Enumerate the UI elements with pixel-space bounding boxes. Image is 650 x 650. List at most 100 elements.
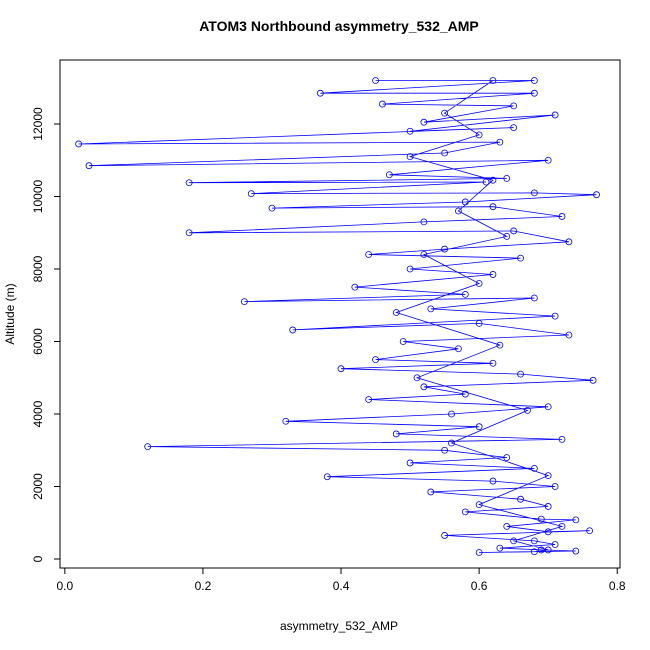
y-tick-label: 4000	[31, 400, 45, 427]
data-point	[475, 423, 483, 431]
data-point	[240, 298, 248, 306]
data-point	[489, 77, 497, 84]
data-point	[551, 111, 559, 119]
data-point	[185, 229, 193, 237]
data-point	[558, 522, 566, 530]
data-point	[544, 503, 552, 510]
data-point	[441, 446, 449, 454]
data-point	[489, 271, 497, 278]
data-point	[406, 459, 414, 467]
data-point	[144, 443, 152, 451]
x-tick-label: 0.8	[609, 579, 626, 593]
data-point	[268, 204, 276, 212]
data-point	[558, 213, 566, 220]
x-tick-label: 0.2	[195, 579, 212, 593]
y-axis-label: Altitude (m)	[3, 283, 17, 344]
y-tick-label: 2000	[31, 473, 45, 500]
data-point	[530, 294, 538, 302]
data-point	[517, 370, 524, 378]
data-point	[530, 537, 538, 545]
data-point	[551, 483, 559, 490]
data-point	[413, 374, 421, 382]
data-point	[75, 140, 83, 148]
data-point	[530, 77, 538, 84]
data-point	[323, 473, 331, 481]
data-point	[589, 376, 597, 384]
data-point	[517, 254, 524, 262]
data-point	[572, 516, 580, 524]
data-line	[78, 80, 597, 553]
data-point	[441, 149, 449, 157]
y-tick-label: 6000	[31, 328, 45, 355]
data-point	[586, 527, 594, 535]
data-point	[544, 156, 552, 164]
data-point	[372, 77, 379, 84]
data-point	[530, 548, 538, 556]
data-point	[392, 430, 400, 438]
data-point	[496, 544, 504, 552]
data-point	[558, 435, 566, 443]
data-point	[489, 176, 497, 184]
data-point	[441, 532, 449, 539]
data-point	[448, 439, 455, 447]
data-point	[496, 138, 504, 146]
data-point	[475, 501, 483, 509]
data-point	[537, 515, 545, 523]
data-point	[544, 528, 552, 536]
data-point	[289, 326, 297, 334]
data-point	[282, 417, 290, 425]
data-point	[551, 312, 559, 320]
data-point	[427, 488, 435, 496]
data-point	[503, 232, 511, 240]
data-point	[544, 546, 552, 554]
data-point	[475, 549, 483, 556]
data-point	[372, 356, 379, 364]
data-point	[489, 477, 497, 485]
data-point	[420, 251, 428, 258]
data-point	[517, 495, 524, 503]
x-tick-label: 0.4	[333, 579, 350, 593]
data-point	[482, 178, 490, 186]
data-point	[503, 522, 511, 530]
data-point	[406, 127, 414, 135]
data-point	[385, 171, 393, 179]
data-point	[316, 89, 324, 97]
data-point	[455, 345, 462, 353]
data-point	[247, 190, 255, 198]
data-point	[503, 174, 511, 182]
data-point	[392, 309, 400, 316]
data-point	[593, 191, 600, 199]
data-point	[475, 319, 483, 327]
data-point	[441, 109, 449, 117]
data-point	[427, 305, 435, 313]
data-point	[461, 508, 469, 516]
x-tick-label: 0.6	[471, 579, 488, 593]
data-point	[496, 341, 504, 349]
data-point	[475, 131, 483, 139]
data-point	[530, 464, 538, 472]
data-point	[544, 403, 552, 411]
data-point	[185, 179, 193, 187]
data-point	[572, 547, 580, 555]
data-point	[510, 227, 518, 235]
data-point	[510, 102, 518, 110]
data-point	[530, 189, 538, 197]
data-point	[565, 238, 573, 246]
data-point	[489, 359, 497, 367]
data-point	[551, 541, 559, 548]
data-point	[530, 89, 538, 97]
data-point	[565, 331, 573, 339]
data-point	[510, 124, 518, 132]
data-point	[503, 454, 511, 461]
data-point	[441, 245, 449, 253]
data-point	[420, 383, 428, 391]
data-point	[379, 100, 386, 108]
x-axis-label: asymmetry_532_AMP	[280, 619, 398, 633]
chart-title: ATOM3 Northbound asymmetry_532_AMP	[199, 18, 479, 34]
plot-frame	[59, 59, 621, 569]
data-point	[510, 537, 518, 545]
data-point	[85, 162, 93, 170]
data-point	[461, 390, 469, 398]
data-point	[420, 118, 428, 126]
